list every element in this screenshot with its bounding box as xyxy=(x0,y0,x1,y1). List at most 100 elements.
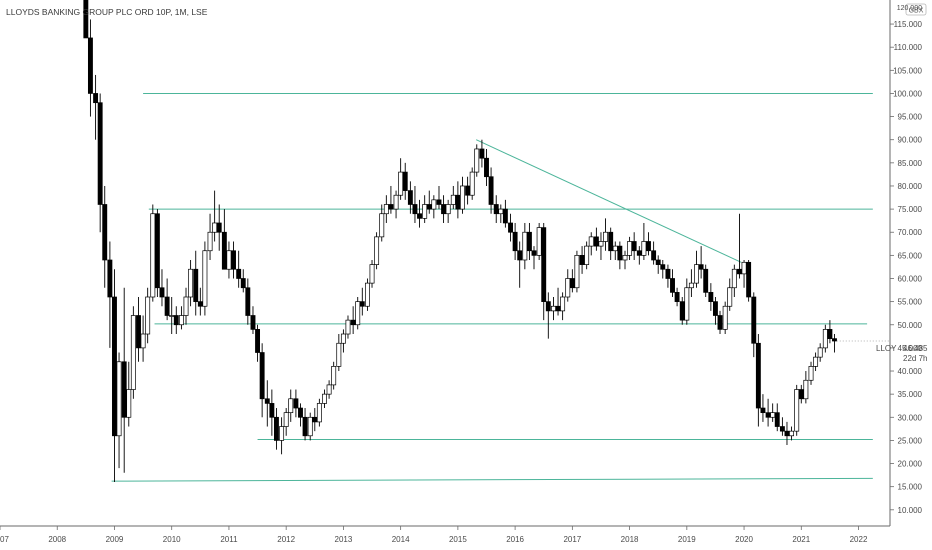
y-tick-label: 35.000 xyxy=(898,390,923,399)
y-tick-label: 30.000 xyxy=(898,413,923,422)
candle-body-down xyxy=(593,236,599,247)
candle-body-down xyxy=(774,412,780,427)
candle-body-up xyxy=(603,231,608,242)
candle-body-down xyxy=(508,222,513,233)
x-tick-label: 2022 xyxy=(850,535,868,544)
candle-body-down xyxy=(426,204,432,210)
candle-body-down xyxy=(255,329,261,353)
candle-body-down xyxy=(760,407,766,414)
y-tick-label: 40.000 xyxy=(898,367,923,376)
candle-body-down xyxy=(164,296,170,316)
candle-body-down xyxy=(617,245,623,261)
candle-body-down xyxy=(312,416,318,423)
candle-body-up xyxy=(340,333,346,344)
candle-body-down xyxy=(102,204,108,261)
candle-body-up xyxy=(727,287,733,307)
candle-body-down xyxy=(112,296,117,437)
candle-body-up xyxy=(212,222,218,233)
candle-body-down xyxy=(97,102,103,205)
candle-body-up xyxy=(331,366,337,386)
candle-body-up xyxy=(383,204,389,215)
candle-body-up xyxy=(641,241,647,256)
x-tick-label: 2019 xyxy=(678,535,696,544)
candle-body-down xyxy=(827,329,833,339)
candle-body-down xyxy=(350,319,356,326)
candle-body-up xyxy=(183,296,189,316)
candle-body-up xyxy=(498,208,504,215)
candle-body-down xyxy=(674,292,680,302)
candle-body-down xyxy=(765,412,771,418)
candle-body-up xyxy=(307,416,313,437)
candle-body-down xyxy=(216,222,222,233)
x-tick-label: 2010 xyxy=(163,535,181,544)
candle-body-down xyxy=(679,301,685,321)
candle-body-up xyxy=(598,241,604,247)
y-tick-label: 115.000 xyxy=(894,20,923,29)
candle-body-up xyxy=(126,389,132,418)
candle-body-down xyxy=(737,268,742,275)
y-tick-label: 70.000 xyxy=(898,228,923,237)
candle-body-up xyxy=(140,333,146,349)
candle-body-up xyxy=(202,250,208,307)
candle-body-down xyxy=(608,231,614,252)
candle-body-down xyxy=(87,37,93,94)
time-axis[interactable]: 2007 2008 2009 2010 2011 2012 2013 2014 2015 2016… xyxy=(0,525,890,544)
candle-body-down xyxy=(779,426,785,432)
candle-body-up xyxy=(226,250,232,270)
candle-body-up xyxy=(612,245,618,252)
candle-body-up xyxy=(694,264,699,284)
candle-body-up xyxy=(551,305,556,312)
candle-body-down xyxy=(488,176,494,205)
candle-body-down xyxy=(107,259,113,298)
y-tick-label: 60.000 xyxy=(898,274,923,283)
candle-body-up xyxy=(574,255,580,289)
candle-body-down xyxy=(579,255,585,265)
x-tick-label: 2011 xyxy=(220,535,238,544)
candle-body-down xyxy=(712,301,718,316)
candle-body-down xyxy=(221,231,227,270)
candle-body-up xyxy=(355,301,361,326)
candle-body-up xyxy=(622,255,628,261)
y-tick-label: 100.000 xyxy=(893,89,922,98)
price-axis[interactable]: 10.000 15.000 20.000 25.000 30.000 35.000 40.0… xyxy=(889,0,923,526)
candle-body-up xyxy=(345,319,351,335)
candle-body-down xyxy=(502,208,508,224)
candle-body-up xyxy=(627,241,633,256)
x-tick-label: 2018 xyxy=(621,535,639,544)
candle-body-up xyxy=(741,261,747,275)
candle-body-up xyxy=(279,426,285,441)
candle-body-down xyxy=(569,278,575,289)
y-tick-label: 50.000 xyxy=(898,321,923,330)
chart-title: LLOYDS BANKING GROUP PLC ORD 10P, 1M, LS… xyxy=(6,7,208,17)
candle-body-down xyxy=(493,204,499,215)
candle-body-up xyxy=(588,236,594,247)
currency-label: GBX xyxy=(909,8,924,15)
x-tick-label: 2015 xyxy=(449,535,467,544)
x-tick-label: 2012 xyxy=(277,535,295,544)
candle-body-down xyxy=(83,0,89,39)
candle-body-up xyxy=(326,384,332,395)
candle-body-up xyxy=(731,268,737,289)
candle-body-up xyxy=(584,245,590,265)
candle-body-up xyxy=(536,227,542,256)
candle-body-down xyxy=(259,352,265,400)
y-tick-top: 120.000 xyxy=(897,5,922,12)
candle-body-down xyxy=(746,261,752,298)
candle-body-up xyxy=(150,213,156,298)
candle-body-down xyxy=(636,250,642,256)
currency-badge[interactable]: GBX xyxy=(905,3,927,16)
candle-body-down xyxy=(717,315,723,330)
candle-body-up xyxy=(450,194,456,205)
candle-body-down xyxy=(455,194,461,210)
candle-body-down xyxy=(302,416,308,437)
last-price-symbol: LLOY xyxy=(876,344,897,353)
y-tick-label: 75.000 xyxy=(898,205,923,214)
candle-body-up xyxy=(565,278,571,298)
candle-body-up xyxy=(813,356,819,367)
x-tick-label: 2008 xyxy=(48,535,66,544)
candle-body-down xyxy=(93,93,99,104)
candle-body-up xyxy=(445,204,451,215)
trend-line xyxy=(475,139,742,263)
candle-body-down xyxy=(441,204,447,215)
x-tick-label: 2014 xyxy=(392,535,410,544)
